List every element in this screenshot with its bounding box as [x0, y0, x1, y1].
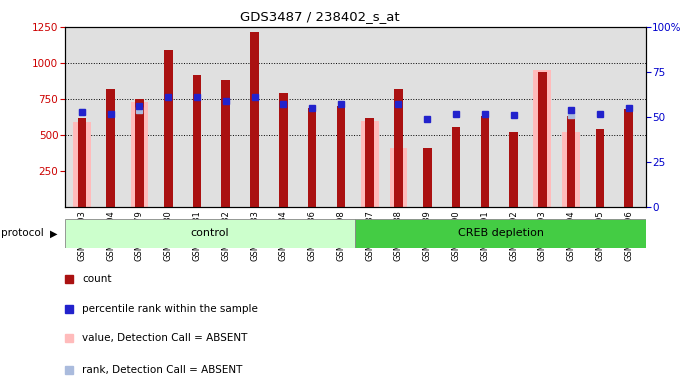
Bar — [361, 121, 379, 207]
Bar — [78, 118, 86, 207]
Bar — [192, 74, 201, 207]
Bar — [308, 108, 316, 207]
Bar — [337, 106, 345, 207]
Text: CREB depletion: CREB depletion — [458, 228, 543, 238]
Bar — [481, 116, 489, 207]
Bar — [355, 219, 646, 248]
Bar — [562, 132, 580, 207]
Text: rank, Detection Call = ABSENT: rank, Detection Call = ABSENT — [82, 365, 242, 375]
Bar — [131, 102, 148, 207]
Text: count: count — [82, 275, 112, 285]
Bar — [394, 89, 403, 207]
Bar — [423, 148, 432, 207]
Bar — [596, 129, 605, 207]
Bar — [164, 50, 173, 207]
Bar — [534, 70, 551, 207]
Bar — [365, 118, 374, 207]
Bar — [250, 32, 259, 207]
Bar — [106, 89, 115, 207]
Text: value, Detection Call = ABSENT: value, Detection Call = ABSENT — [82, 333, 248, 343]
Bar — [624, 109, 633, 207]
Text: ▶: ▶ — [50, 228, 57, 238]
Bar — [452, 126, 460, 207]
Text: protocol: protocol — [1, 228, 44, 238]
Bar — [222, 80, 230, 207]
Bar — [390, 148, 407, 207]
Bar — [73, 122, 91, 207]
Bar — [509, 132, 518, 207]
Bar — [538, 72, 547, 207]
Text: percentile rank within the sample: percentile rank within the sample — [82, 304, 258, 314]
Bar — [567, 116, 575, 207]
Text: control: control — [190, 228, 229, 238]
Text: GDS3487 / 238402_s_at: GDS3487 / 238402_s_at — [240, 10, 399, 23]
Bar — [65, 219, 355, 248]
Bar — [135, 99, 143, 207]
Bar — [279, 93, 288, 207]
